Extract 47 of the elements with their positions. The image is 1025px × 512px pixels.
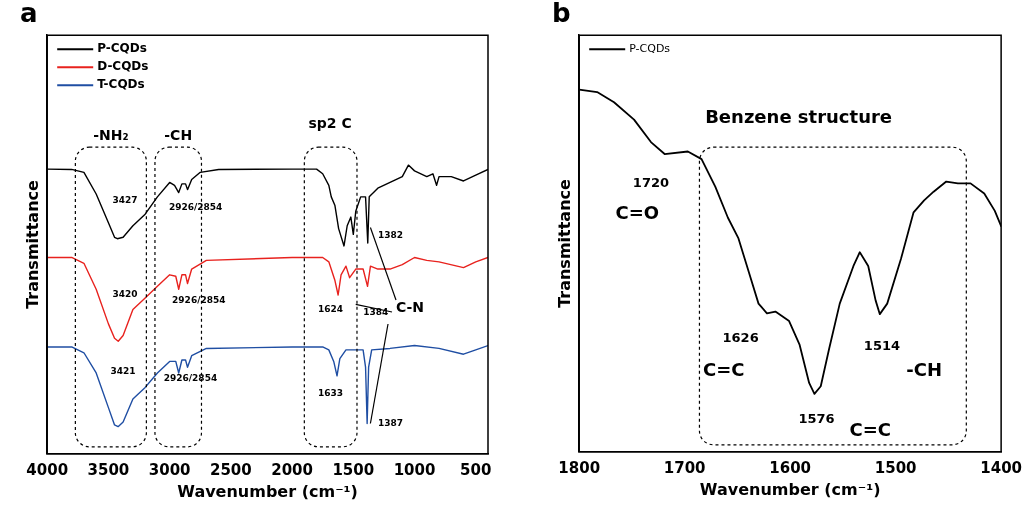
x-tick-label: 3000 bbox=[148, 460, 191, 479]
annotation: 1382 bbox=[377, 229, 403, 240]
x-tick-label: 2000 bbox=[271, 460, 313, 479]
annotation: 1576 bbox=[798, 410, 835, 426]
annotation: 1384 bbox=[363, 306, 389, 317]
chart-title: a bbox=[20, 0, 38, 29]
x-tick-label: 1600 bbox=[769, 458, 812, 477]
annotation: 2926/2854 bbox=[168, 201, 223, 212]
x-tick-label: 1500 bbox=[332, 460, 375, 479]
annotation: 2926/2854 bbox=[163, 373, 218, 384]
x-tick-label: 4000 bbox=[26, 460, 69, 479]
annotation: C=C bbox=[702, 358, 745, 380]
annotation: C-N bbox=[395, 298, 425, 315]
text: -CH bbox=[164, 126, 193, 143]
annotation: 3420 bbox=[112, 289, 138, 300]
x-tick-label: 500 bbox=[460, 460, 492, 479]
x-tick-label: 1000 bbox=[393, 460, 436, 479]
annotation: 2926/2854 bbox=[172, 295, 226, 306]
x-axis-title: Wavenumber (cm⁻¹) bbox=[699, 479, 881, 499]
annotation: 1633 bbox=[317, 387, 343, 398]
annotation: 1626 bbox=[722, 330, 759, 346]
annotation: Benzene structure bbox=[705, 106, 893, 128]
legend-label: P-CQDs bbox=[97, 41, 147, 56]
text: -NH₂ bbox=[93, 126, 129, 143]
y-axis-title: Transmittance bbox=[22, 179, 42, 309]
annotation: 1624 bbox=[317, 303, 343, 314]
annotation: C=C bbox=[849, 418, 892, 440]
x-tick-label: 1400 bbox=[980, 458, 1022, 477]
annotation: C=O bbox=[615, 201, 660, 223]
annotation: -CH bbox=[906, 358, 942, 380]
legend-label: D-CQDs bbox=[97, 59, 149, 74]
annotation: 1514 bbox=[863, 338, 901, 354]
x-tick-label: 1800 bbox=[558, 458, 601, 477]
x-tick-label: 1700 bbox=[663, 458, 706, 477]
annotation: 3427 bbox=[112, 194, 138, 205]
y-axis-title: Transmittance bbox=[554, 178, 574, 308]
text: sp2 C bbox=[308, 115, 352, 132]
legend-label: T-CQDs bbox=[97, 77, 145, 92]
chart-title: b bbox=[552, 0, 571, 29]
annotation: 1720 bbox=[632, 174, 670, 190]
annotation: 1387 bbox=[377, 417, 403, 428]
x-tick-label: 2500 bbox=[209, 460, 252, 479]
x-tick-label: 1500 bbox=[874, 458, 917, 477]
legend-label: P-CQDs bbox=[629, 42, 671, 56]
x-axis-title: Wavenumber (cm⁻¹) bbox=[177, 481, 358, 501]
x-tick-label: 3500 bbox=[87, 460, 130, 479]
annotation: 3421 bbox=[110, 365, 136, 376]
